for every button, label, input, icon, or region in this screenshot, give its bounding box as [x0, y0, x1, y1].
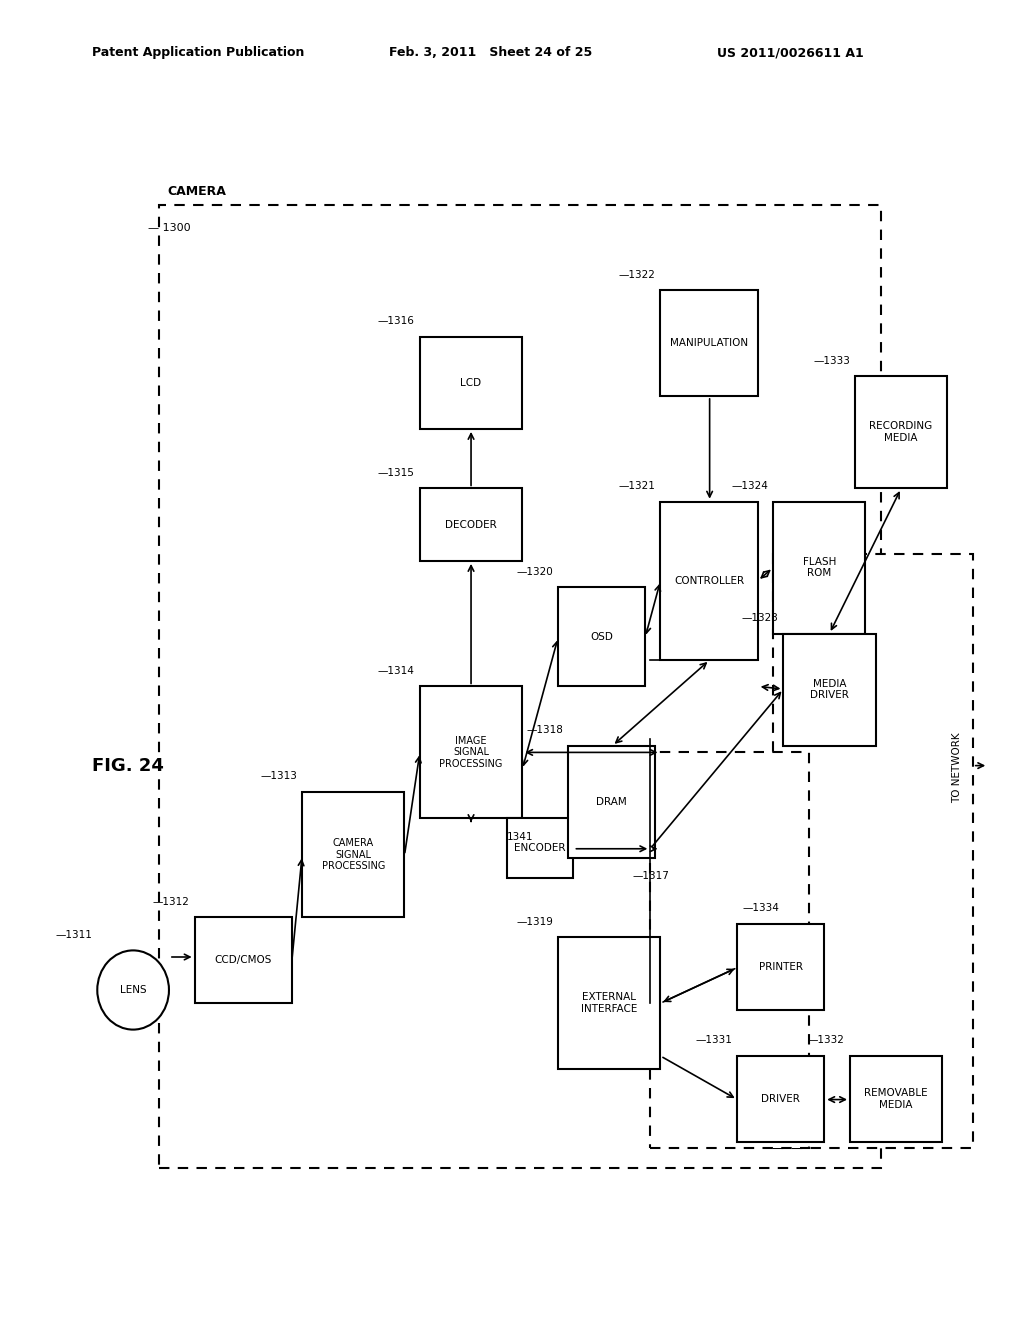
Text: —1312: —1312 — [153, 896, 189, 907]
Ellipse shape — [97, 950, 169, 1030]
Text: PRINTER: PRINTER — [759, 962, 803, 972]
Text: MANIPULATION: MANIPULATION — [670, 338, 749, 348]
Text: — 1300: — 1300 — [148, 223, 191, 234]
FancyBboxPatch shape — [855, 376, 947, 488]
Text: —1313: —1313 — [260, 771, 297, 781]
FancyBboxPatch shape — [558, 937, 660, 1069]
Text: —1324: —1324 — [731, 480, 768, 491]
Text: TO NETWORK: TO NETWORK — [952, 733, 963, 804]
FancyBboxPatch shape — [773, 554, 973, 1148]
Text: EXTERNAL
INTERFACE: EXTERNAL INTERFACE — [581, 993, 638, 1014]
Text: —1332: —1332 — [808, 1035, 845, 1045]
Text: DECODER: DECODER — [445, 520, 497, 529]
Text: Patent Application Publication: Patent Application Publication — [92, 46, 304, 59]
FancyBboxPatch shape — [195, 917, 292, 1003]
FancyBboxPatch shape — [420, 488, 522, 561]
Text: RECORDING
MEDIA: RECORDING MEDIA — [869, 421, 933, 444]
Text: CAMERA
SIGNAL
PROCESSING: CAMERA SIGNAL PROCESSING — [322, 838, 385, 871]
Text: —1317: —1317 — [633, 871, 670, 882]
Text: OSD: OSD — [590, 632, 613, 642]
Text: —1323: —1323 — [741, 612, 778, 623]
Text: —1321: —1321 — [618, 480, 655, 491]
Text: Feb. 3, 2011   Sheet 24 of 25: Feb. 3, 2011 Sheet 24 of 25 — [389, 46, 592, 59]
FancyBboxPatch shape — [568, 746, 655, 858]
Text: —1311: —1311 — [55, 929, 92, 940]
FancyBboxPatch shape — [737, 1056, 824, 1142]
Text: —1334: —1334 — [742, 903, 779, 913]
FancyBboxPatch shape — [660, 290, 758, 396]
Text: —1331: —1331 — [695, 1035, 732, 1045]
Text: —1333: —1333 — [813, 355, 850, 366]
FancyBboxPatch shape — [420, 686, 522, 818]
Text: LENS: LENS — [120, 985, 146, 995]
Text: —1322: —1322 — [618, 269, 655, 280]
Text: —1319: —1319 — [516, 916, 553, 927]
Text: IMAGE
SIGNAL
PROCESSING: IMAGE SIGNAL PROCESSING — [439, 735, 503, 770]
Text: DRAM: DRAM — [596, 797, 628, 807]
FancyBboxPatch shape — [159, 205, 881, 1168]
Text: CONTROLLER: CONTROLLER — [674, 576, 744, 586]
FancyBboxPatch shape — [850, 1056, 942, 1142]
FancyBboxPatch shape — [302, 792, 404, 917]
Text: —1318: —1318 — [526, 725, 563, 735]
FancyBboxPatch shape — [507, 818, 573, 878]
Text: FIG. 24: FIG. 24 — [92, 756, 164, 775]
FancyBboxPatch shape — [737, 924, 824, 1010]
FancyBboxPatch shape — [660, 502, 758, 660]
Text: CCD/CMOS: CCD/CMOS — [214, 956, 272, 965]
FancyBboxPatch shape — [420, 337, 522, 429]
Text: —1315: —1315 — [378, 467, 415, 478]
Text: MEDIA
DRIVER: MEDIA DRIVER — [810, 678, 849, 701]
Text: FLASH
ROM: FLASH ROM — [803, 557, 836, 578]
Text: US 2011/0026611 A1: US 2011/0026611 A1 — [717, 46, 863, 59]
Text: REMOVABLE
MEDIA: REMOVABLE MEDIA — [864, 1088, 928, 1110]
FancyBboxPatch shape — [783, 634, 876, 746]
Text: CAMERA: CAMERA — [167, 185, 225, 198]
Text: —1316: —1316 — [378, 315, 415, 326]
Text: 1341: 1341 — [507, 832, 534, 842]
Text: —1320: —1320 — [516, 566, 553, 577]
Text: ENCODER: ENCODER — [514, 843, 566, 853]
FancyBboxPatch shape — [650, 752, 809, 1148]
Text: DRIVER: DRIVER — [762, 1094, 800, 1104]
FancyBboxPatch shape — [558, 587, 645, 686]
FancyBboxPatch shape — [773, 502, 865, 634]
Text: —1314: —1314 — [378, 665, 415, 676]
Text: LCD: LCD — [461, 378, 481, 388]
